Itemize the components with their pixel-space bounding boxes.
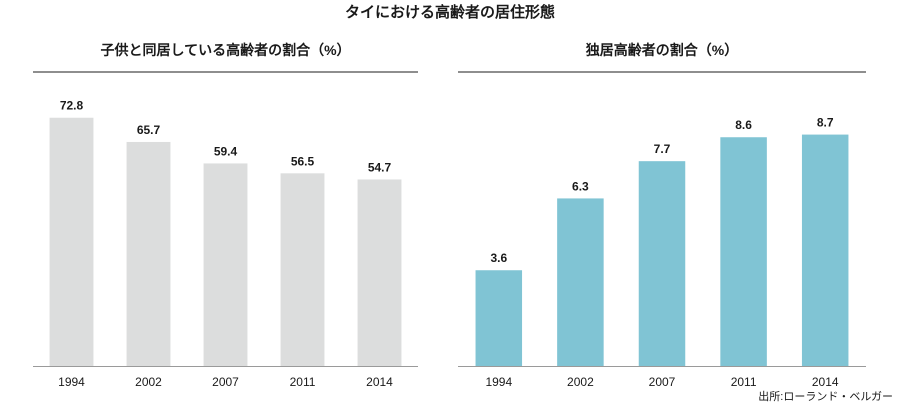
chart-title: 独居高齢者の割合（%） bbox=[585, 42, 739, 58]
bars bbox=[475, 134, 849, 366]
bar-value-label: 54.7 bbox=[368, 160, 392, 174]
title-divider bbox=[458, 71, 866, 73]
bar bbox=[280, 173, 325, 366]
bar bbox=[126, 141, 171, 366]
bar-chart: 3.6 6.3 7.7 8.6 8.7 1994 2002 2007 2011 2014 bbox=[458, 116, 866, 389]
bar-value-label: 56.5 bbox=[291, 154, 315, 168]
x-tick-label: 2014 bbox=[812, 375, 839, 389]
x-tick-label: 2011 bbox=[290, 375, 316, 389]
bar-value-label: 59.4 bbox=[214, 144, 238, 158]
bar bbox=[49, 117, 94, 366]
figure-title: タイにおける高齢者の居住形態 bbox=[344, 4, 555, 21]
chart-panel-living-alone: 独居高齢者の割合（%） 3.6 6.3 7.7 8.6 8.7 1994 2002 2007 2… bbox=[458, 0, 866, 408]
bar bbox=[801, 134, 849, 366]
bar-value-label: 8.6 bbox=[735, 118, 752, 132]
bar bbox=[203, 163, 248, 366]
bar-value-label: 6.3 bbox=[572, 179, 589, 193]
bars bbox=[49, 117, 402, 366]
x-tick-label: 2007 bbox=[649, 375, 676, 389]
x-tick-label: 2007 bbox=[212, 375, 239, 389]
bar bbox=[557, 198, 604, 366]
bar bbox=[475, 270, 523, 366]
bar bbox=[357, 179, 402, 366]
bar bbox=[720, 137, 767, 366]
x-tick-label: 1994 bbox=[58, 375, 85, 389]
x-tick-labels: 1994 2002 2007 2011 2014 bbox=[485, 375, 838, 389]
bar-value-label: 8.7 bbox=[817, 116, 834, 130]
chart-title: 子供と同居している高齢者の割合（%） bbox=[100, 42, 351, 58]
bar-value-label: 72.8 bbox=[60, 99, 84, 113]
bar-value-labels: 3.6 6.3 7.7 8.6 8.7 bbox=[490, 116, 833, 266]
x-tick-label: 1994 bbox=[485, 375, 512, 389]
title-divider bbox=[33, 71, 418, 73]
bar-value-label: 3.6 bbox=[490, 251, 507, 265]
bar-value-labels: 72.8 65.7 59.4 56.5 54.7 bbox=[60, 99, 392, 175]
x-tick-label: 2014 bbox=[366, 375, 393, 389]
bar-value-label: 7.7 bbox=[654, 142, 671, 156]
bar-value-label: 65.7 bbox=[137, 123, 161, 137]
x-tick-label: 2002 bbox=[567, 375, 594, 389]
bar bbox=[638, 161, 686, 366]
chart-panel-living-with-children: 子供と同居している高齢者の割合（%） 72.8 65.7 59.4 56.5 54.7 1… bbox=[33, 0, 418, 408]
bar-chart: 72.8 65.7 59.4 56.5 54.7 1994 2002 2007 2011 2014 bbox=[33, 99, 418, 389]
source-note: 出所:ローランド・ベルガー bbox=[758, 391, 893, 403]
x-tick-label: 2002 bbox=[135, 375, 162, 389]
x-tick-label: 2011 bbox=[731, 375, 757, 389]
x-tick-labels: 1994 2002 2007 2011 2014 bbox=[58, 375, 393, 389]
